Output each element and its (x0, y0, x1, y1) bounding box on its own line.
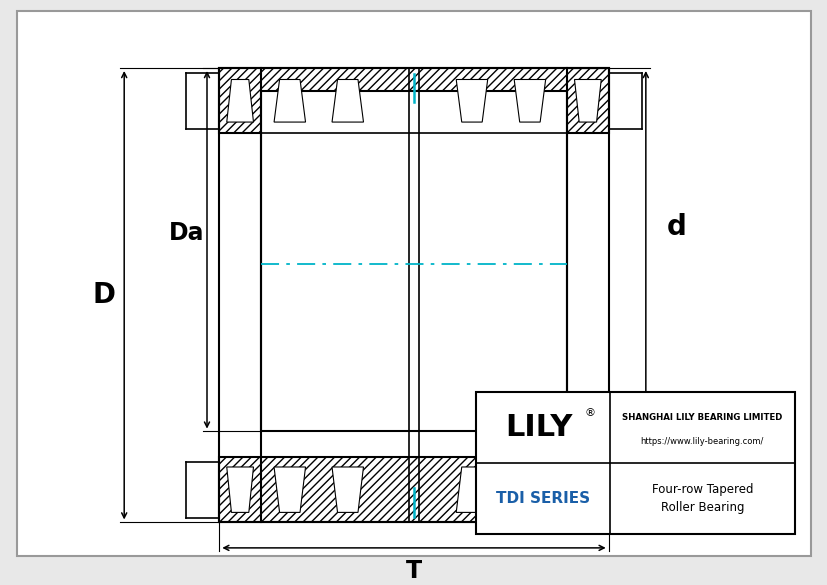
Polygon shape (332, 467, 363, 512)
Text: d: d (666, 213, 686, 241)
Polygon shape (227, 467, 253, 512)
Polygon shape (514, 467, 545, 512)
Text: SHANGHAI LILY BEARING LIMITED: SHANGHAI LILY BEARING LIMITED (622, 413, 782, 422)
Text: B: B (404, 281, 423, 305)
Bar (476, 392, 794, 534)
Text: D: D (92, 281, 115, 309)
Bar (219, 68, 608, 133)
Text: Da: Da (169, 221, 203, 245)
Bar (261, 91, 566, 432)
Polygon shape (574, 80, 600, 122)
Polygon shape (456, 467, 487, 512)
Polygon shape (332, 80, 363, 122)
Polygon shape (574, 467, 600, 512)
Text: ®: ® (584, 408, 595, 418)
Bar (219, 457, 608, 522)
Polygon shape (456, 80, 487, 122)
Text: https://www.lily-bearing.com/: https://www.lily-bearing.com/ (640, 437, 763, 446)
Polygon shape (514, 80, 545, 122)
Polygon shape (274, 467, 305, 512)
Text: TDI SERIES: TDI SERIES (495, 491, 590, 505)
Text: Four-row Tapered
Roller Bearing: Four-row Tapered Roller Bearing (651, 483, 753, 514)
Polygon shape (227, 80, 253, 122)
Polygon shape (274, 80, 305, 122)
Text: da: da (707, 467, 734, 486)
Text: LILY: LILY (504, 413, 572, 442)
Bar (219, 68, 608, 522)
Text: T: T (405, 559, 422, 583)
